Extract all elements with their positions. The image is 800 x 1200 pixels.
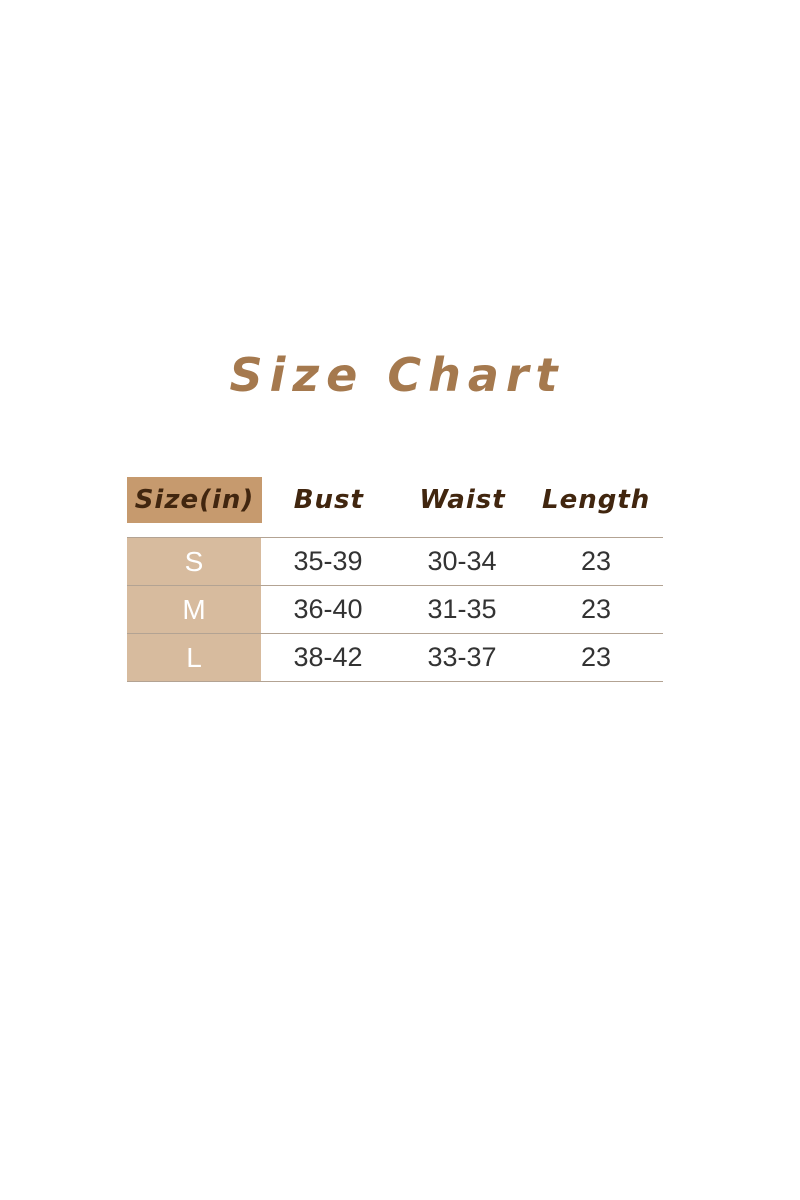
- table-body: S 35-39 30-34 23 M 36-40 31-35 23 L 38-4…: [127, 537, 663, 682]
- waist-value-l: 33-37: [427, 642, 497, 672]
- page-title: Size Chart: [229, 348, 565, 402]
- header-bust: Bust: [293, 485, 364, 515]
- waist-value-s: 30-34: [427, 546, 497, 576]
- bust-value-m: 36-40: [293, 594, 363, 624]
- bust-value-l: 38-42: [293, 642, 363, 672]
- header-length: Length: [542, 485, 651, 515]
- length-value-l: 23: [580, 642, 612, 672]
- size-label-s: S: [127, 538, 261, 585]
- header-size-in: Size(in): [127, 477, 262, 523]
- waist-value-m: 31-35: [427, 594, 497, 624]
- length-value-s: 23: [580, 546, 612, 576]
- table-header-row: Size(in) Bust Waist Length: [127, 477, 663, 523]
- size-chart-table: Size(in) Bust Waist Length S 35-39 30-34…: [127, 477, 663, 682]
- length-value-m: 23: [580, 594, 612, 624]
- table-row-l: L 38-42 33-37 23: [127, 634, 663, 682]
- size-label-m: M: [127, 586, 261, 633]
- bust-value-s: 35-39: [293, 546, 363, 576]
- size-label-l: L: [127, 634, 261, 681]
- table-row-s: S 35-39 30-34 23: [127, 538, 663, 586]
- header-waist: Waist: [419, 485, 506, 515]
- table-row-m: M 36-40 31-35 23: [127, 586, 663, 634]
